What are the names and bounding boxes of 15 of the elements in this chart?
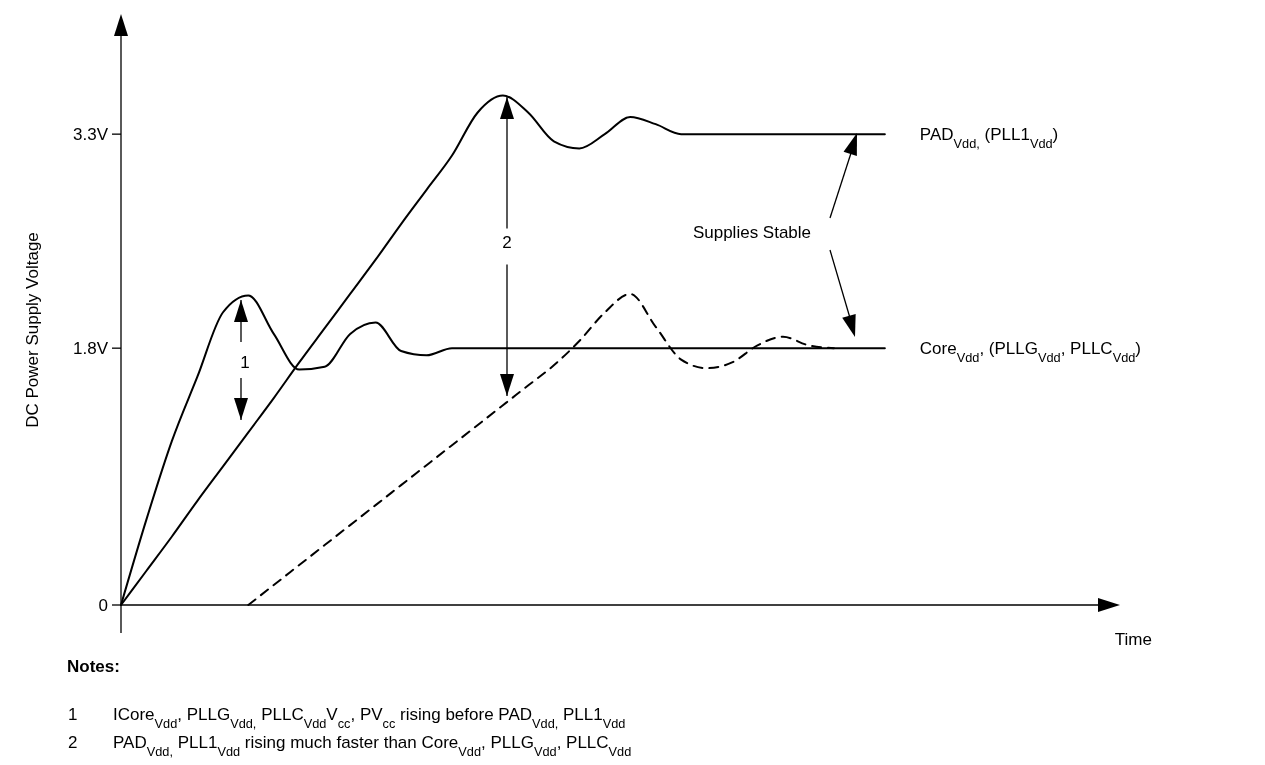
text: Notes: — [67, 657, 120, 676]
text: Core$_{Vdd}$, (PLLG$_{Vdd}$, PLLC$_{Vdd}$) — [919, 339, 1142, 365]
annotation: 2 — [502, 233, 512, 252]
y-axis-title: DC Power Supply Voltage — [23, 232, 42, 428]
text: 2 — [68, 733, 78, 752]
text: ICore$_{Vdd}$, PLLG$_{Vdd,}$ PLLC$_{Vdd}$V$_{cc}$, PV$_{cc}$ rising before PAD$_{Vdd,}$ PLL1$_{Vdd}$ — [113, 705, 626, 731]
annotation: 1 — [240, 353, 250, 372]
text: PAD$_{Vdd,}$ PLL1$_{Vdd}$ rising much faster than Core$_{Vdd}$, PLLG$_{Vdd}$, PLLC$_{Vdd}$ — [113, 733, 632, 759]
x-axis-title: Time — [1114, 630, 1152, 649]
y-tick-label: 0 — [98, 595, 108, 615]
annotation: Supplies Stable — [692, 223, 812, 242]
y-tick-label: 3.3V — [73, 125, 109, 145]
text: PAD$_{Vdd,}$ (PLL1$_{Vdd}$) — [919, 125, 1059, 151]
text: 1 — [68, 705, 78, 724]
y-tick-label: 1.8V — [73, 339, 109, 359]
